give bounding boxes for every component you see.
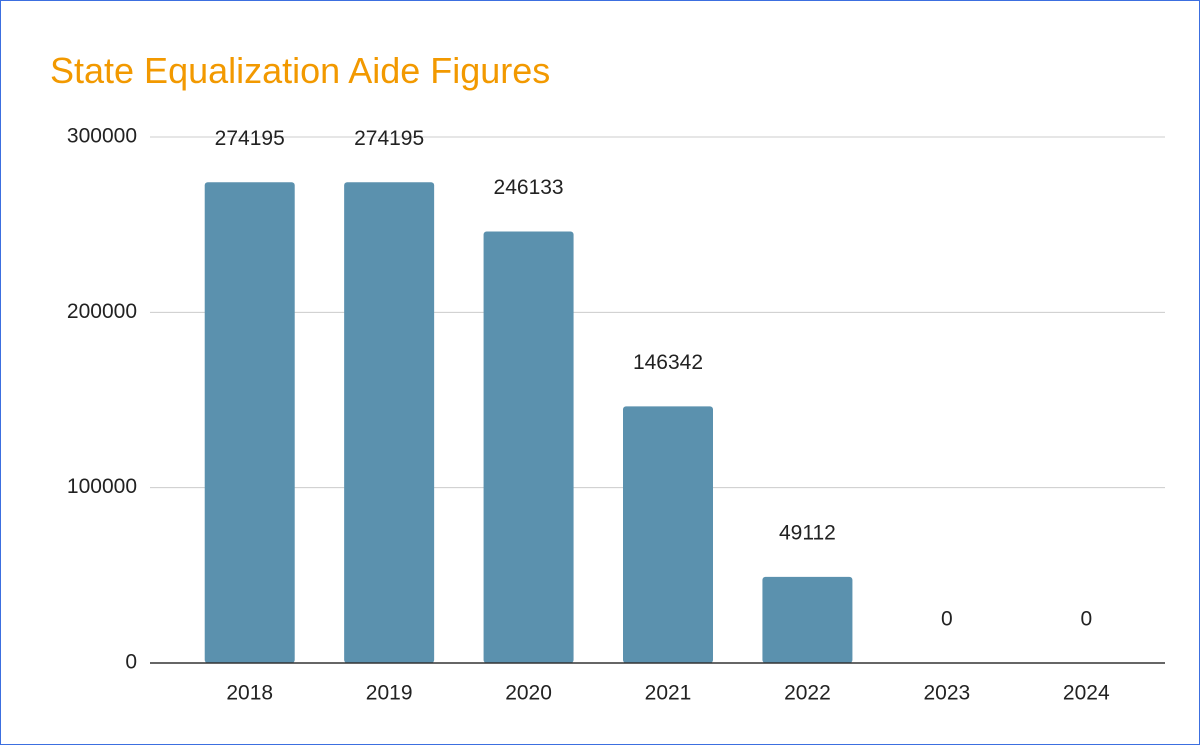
x-tick-label: 2019 [366, 682, 413, 705]
y-tick-label: 0 [125, 651, 137, 674]
x-tick-label: 2021 [645, 682, 692, 705]
data-label: 49112 [779, 521, 836, 544]
x-tick-label: 2020 [505, 682, 552, 705]
x-tick-label: 2018 [226, 682, 273, 705]
x-tick-label: 2022 [784, 682, 831, 705]
data-label: 146342 [633, 351, 703, 374]
y-tick-label: 200000 [67, 300, 137, 323]
y-tick-label: 100000 [67, 475, 137, 498]
bar [344, 182, 435, 664]
data-label: 0 [941, 608, 953, 631]
x-tick-label: 2024 [1063, 682, 1110, 705]
chart-title: State Equalization Aide Figures [50, 50, 550, 91]
data-label: 246133 [494, 176, 564, 199]
bar [204, 182, 295, 664]
bar [483, 231, 574, 663]
bar [623, 406, 713, 663]
y-tick-label: 300000 [67, 125, 137, 148]
x-tick-label: 2023 [923, 682, 970, 705]
data-label: 0 [1080, 608, 1092, 631]
data-label: 274195 [215, 127, 285, 150]
bar [762, 576, 853, 663]
data-label: 274195 [354, 127, 424, 150]
